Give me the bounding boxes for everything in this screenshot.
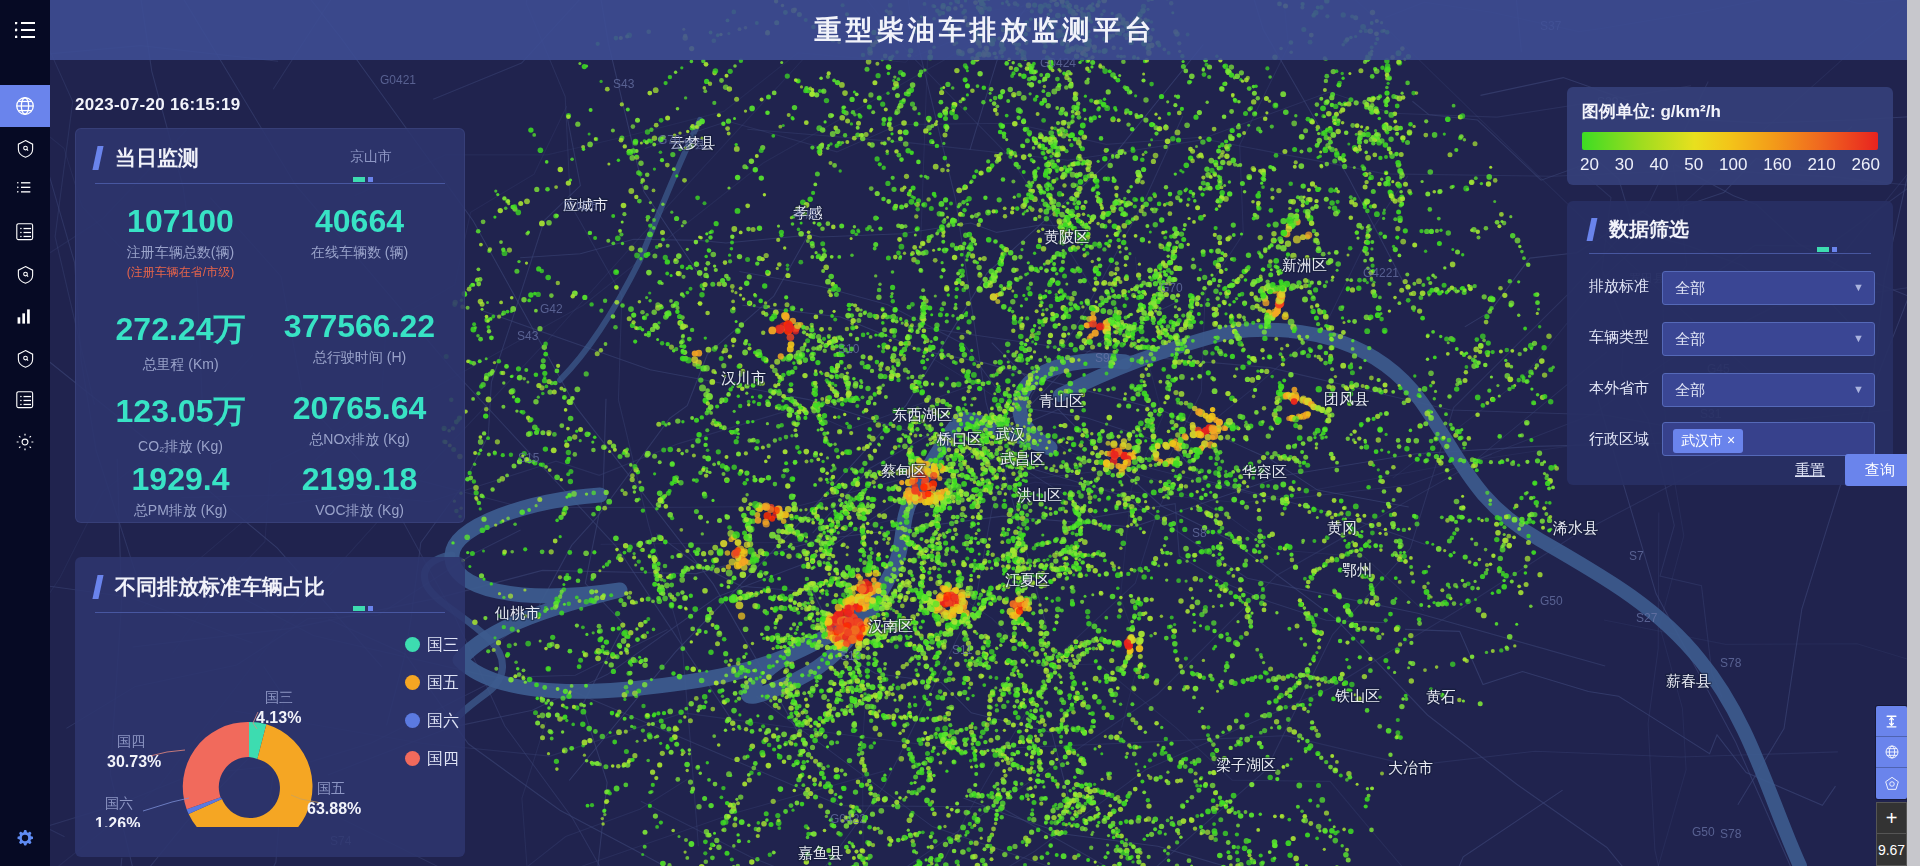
svg-text:黄石: 黄石 (1426, 688, 1456, 705)
svg-text:30.73%: 30.73% (107, 753, 161, 770)
svg-text:铁山区: 铁山区 (1335, 687, 1380, 704)
svg-text:大冶市: 大冶市 (1388, 759, 1433, 776)
svg-text:4.13%: 4.13% (256, 709, 301, 726)
svg-text:G70: G70 (658, 133, 681, 147)
svg-text:黄冈: 黄冈 (1327, 519, 1357, 536)
svg-text:武昌区: 武昌区 (1000, 450, 1045, 467)
svg-text:S10: S10 (838, 342, 860, 356)
svg-text:团风县: 团风县 (1324, 390, 1369, 407)
svg-text:63.88%: 63.88% (307, 800, 361, 817)
svg-text:G0421: G0421 (380, 73, 416, 87)
svg-text:江夏区: 江夏区 (1005, 571, 1050, 588)
svg-text:东西湖区: 东西湖区 (892, 406, 952, 423)
svg-text:S43: S43 (613, 77, 635, 91)
svg-text:国五: 国五 (317, 780, 345, 796)
svg-text:S27: S27 (1636, 611, 1658, 625)
svg-text:国六: 国六 (105, 795, 133, 811)
svg-text:汉川市: 汉川市 (721, 369, 766, 386)
svg-text:汉南区: 汉南区 (868, 617, 913, 634)
svg-text:国四: 国四 (117, 733, 145, 749)
svg-text:梁子湖区: 梁子湖区 (1216, 756, 1276, 773)
svg-text:G50: G50 (1692, 825, 1715, 839)
svg-text:华容区: 华容区 (1241, 463, 1287, 480)
svg-text:G0422: G0422 (830, 812, 866, 826)
svg-text:嘉鱼县: 嘉鱼县 (798, 844, 843, 861)
svg-text:S9: S9 (1095, 351, 1110, 365)
svg-text:S13: S13 (840, 649, 862, 663)
svg-text:G70: G70 (1160, 281, 1183, 295)
svg-text:洪山区: 洪山区 (1017, 486, 1062, 503)
svg-text:S11: S11 (952, 643, 973, 657)
svg-text:武汉: 武汉 (995, 425, 1025, 442)
svg-text:S43: S43 (517, 329, 539, 343)
svg-text:蔡甸区: 蔡甸区 (881, 462, 926, 479)
svg-text:国三: 国三 (265, 689, 293, 705)
svg-text:S78: S78 (1720, 656, 1742, 670)
svg-text:桥口区: 桥口区 (936, 430, 982, 447)
svg-text:仙桃市: 仙桃市 (494, 604, 540, 621)
svg-text:应城市: 应城市 (563, 199, 599, 213)
svg-text:1.26%: 1.26% (95, 815, 140, 827)
svg-text:薪春县: 薪春县 (1666, 672, 1711, 689)
svg-text:S8: S8 (1192, 526, 1207, 540)
svg-text:G42: G42 (540, 302, 563, 316)
svg-text:青山区: 青山区 (1039, 392, 1084, 409)
svg-text:S78: S78 (1720, 827, 1742, 841)
svg-text:黄陂区: 黄陂区 (1044, 228, 1089, 245)
svg-text:鄂州: 鄂州 (1342, 561, 1372, 578)
svg-text:S15: S15 (518, 451, 540, 465)
svg-text:G4221: G4221 (1363, 266, 1399, 280)
svg-text:新洲区: 新洲区 (1282, 256, 1327, 273)
svg-text:孝感: 孝感 (792, 207, 817, 221)
svg-text:浠水县: 浠水县 (1553, 519, 1598, 536)
svg-text:S7: S7 (1629, 549, 1644, 563)
svg-text:G50: G50 (1540, 594, 1563, 608)
